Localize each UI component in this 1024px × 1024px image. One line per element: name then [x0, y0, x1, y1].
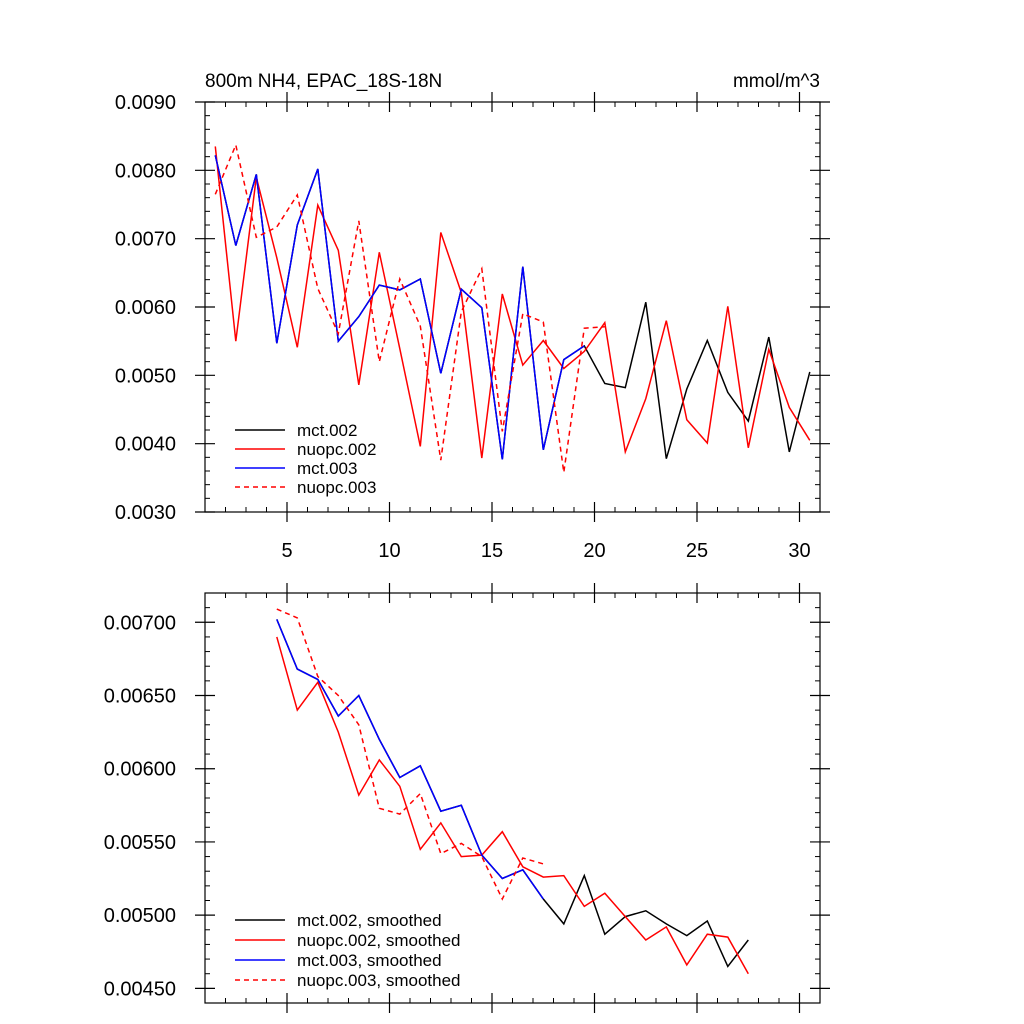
top-chart-title: 800m NH4, EPAC_18S-18N: [205, 71, 442, 92]
bottom-chart-series-group: [276, 608, 749, 975]
y-tick-label: 0.00550: [104, 832, 176, 854]
x-tick-label: 25: [686, 540, 708, 562]
x-tick-label: 15: [481, 540, 503, 562]
y-tick-label: 0.0060: [115, 297, 176, 319]
bottom-series-nuopc-003-smoothed: [276, 608, 544, 901]
bottom-series-mct-003-smoothed: [276, 619, 544, 900]
y-tick-label: 0.0070: [115, 229, 176, 251]
legend-label: mct.003: [297, 459, 357, 478]
y-tick-label: 0.0040: [115, 434, 176, 456]
legend-label: mct.002, smoothed: [297, 911, 442, 930]
x-tick-label: 5: [281, 540, 292, 562]
bottom-series-nuopc-002-smoothed: [276, 636, 749, 975]
y-tick-label: 0.0030: [115, 502, 176, 524]
legend-label: nuopc.002, smoothed: [297, 931, 461, 950]
y-tick-label: 0.0050: [115, 365, 176, 387]
y-tick-label: 0.00500: [104, 905, 176, 927]
x-tick-label: 20: [583, 540, 605, 562]
y-tick-label: 0.00650: [104, 686, 176, 708]
top-chart: 800m NH4, EPAC_18S-18N mmol/m^3 5 10 15 20 2…: [115, 71, 830, 562]
y-tick-label: 0.00700: [104, 612, 176, 634]
y-tick-label: 0.00450: [104, 978, 176, 1000]
top-chart-units: mmol/m^3: [733, 71, 820, 92]
top-chart-series-group: [214, 142, 811, 473]
y-tick-label: 0.0080: [115, 160, 176, 182]
top-series-mct-003: [214, 155, 585, 460]
x-tick-label: 30: [788, 540, 810, 562]
bottom-chart-axes: 0.00450 0.00500 0.00550 0.00600 0.00650 0.007…: [104, 583, 830, 1013]
bottom-chart: 0.00450 0.00500 0.00550 0.00600 0.00650 0.007…: [104, 583, 830, 1013]
legend-label: nuopc.003, smoothed: [297, 971, 461, 990]
legend-label: nuopc.003: [297, 478, 376, 497]
y-tick-label: 0.0090: [115, 92, 176, 114]
top-series-nuopc-003: [214, 142, 605, 473]
legend-label: mct.002: [297, 421, 357, 440]
top-chart-axes: 5 10 15 20 25 30 0.0030 0.0040 0.0050 0.0060 0.007…: [115, 92, 830, 562]
x-tick-label: 10: [378, 540, 400, 562]
legend-label: mct.003, smoothed: [297, 951, 442, 970]
y-tick-label: 0.00600: [104, 759, 176, 781]
top-series-nuopc-002: [214, 146, 811, 459]
legend-label: nuopc.002: [297, 440, 376, 459]
